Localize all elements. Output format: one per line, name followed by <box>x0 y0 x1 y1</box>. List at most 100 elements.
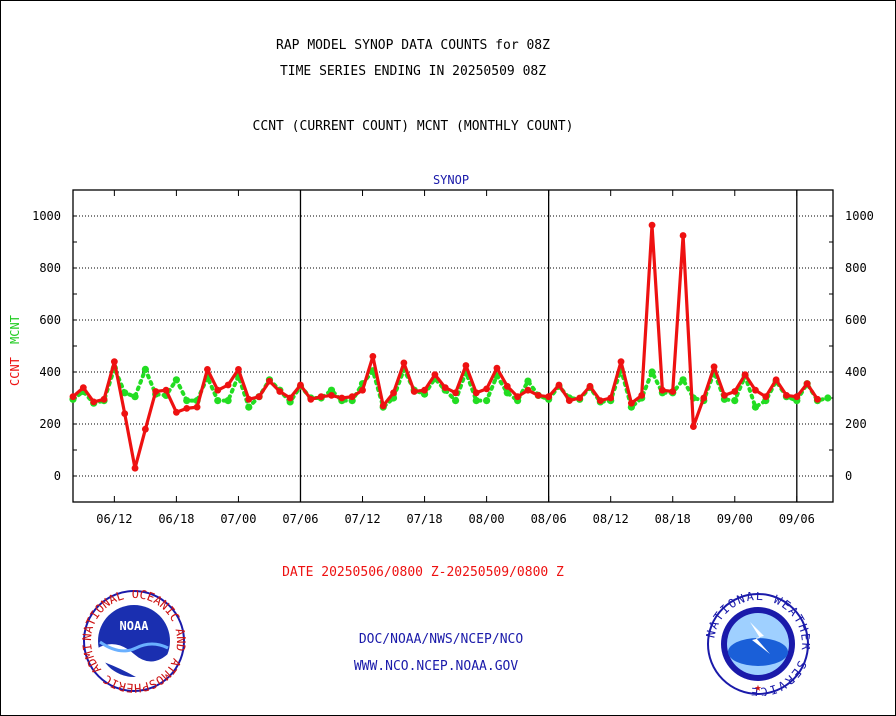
axis-layer: 0 0 200 200 400 400 600 600 800 800 1000 1000 06/12 0… <box>32 189 874 526</box>
point-ccnt <box>710 363 718 371</box>
point-ccnt <box>731 388 739 395</box>
y-tick-label-right: 0 <box>845 469 852 483</box>
point-ccnt <box>545 393 553 401</box>
point-ccnt <box>79 384 87 391</box>
point-ccnt <box>752 386 759 394</box>
point-ccnt <box>617 358 625 365</box>
x-tick-label: 08/06 <box>531 512 567 526</box>
point-ccnt <box>700 394 708 402</box>
point-ccnt <box>803 380 811 388</box>
noaa-logo-text: NOAA <box>120 619 150 633</box>
point-ccnt <box>555 381 563 389</box>
point-ccnt <box>245 395 253 403</box>
point-mcnt <box>824 394 832 402</box>
point-ccnt <box>131 464 139 472</box>
point-ccnt <box>90 398 98 406</box>
point-ccnt <box>721 392 728 399</box>
point-ccnt <box>214 386 222 394</box>
point-ccnt <box>627 399 635 407</box>
x-tick-label: 09/06 <box>779 512 815 526</box>
y-tick-label-left: 0 <box>54 469 61 483</box>
point-ccnt <box>565 397 573 404</box>
x-tick-label: 08/12 <box>593 512 629 526</box>
y-tick-label-right: 800 <box>845 261 867 275</box>
x-tick-label: 08/18 <box>655 512 691 526</box>
point-mcnt <box>131 393 139 401</box>
point-ccnt <box>658 386 666 394</box>
nws-star-icon: ★ <box>754 680 761 694</box>
point-ccnt <box>669 388 677 395</box>
point-ccnt <box>162 386 170 394</box>
plot-title: SYNOP <box>433 173 469 187</box>
chart-plot: SYNOP 0 0 200 200 400 400 600 600 800 800 1000 1000… <box>8 173 874 526</box>
point-mcnt <box>503 389 511 397</box>
point-ccnt <box>69 393 77 401</box>
x-tick-label: 07/06 <box>282 512 318 526</box>
point-ccnt <box>266 377 273 385</box>
point-ccnt <box>493 364 501 372</box>
point-ccnt <box>204 366 211 373</box>
point-ccnt <box>596 397 604 404</box>
point-ccnt <box>648 221 656 229</box>
point-ccnt <box>317 393 325 401</box>
y-tick-label-right: 200 <box>845 417 867 431</box>
y-tick-label-left: 600 <box>39 313 61 327</box>
point-ccnt <box>534 392 542 399</box>
y-axis-label-ccnt: CCNT <box>8 357 22 386</box>
point-ccnt <box>328 392 335 399</box>
point-ccnt <box>762 393 770 401</box>
y-tick-label-right: 400 <box>845 365 867 379</box>
date-range-label: DATE 20250506/0800 Z-20250509/0800 Z <box>282 565 564 580</box>
point-ccnt <box>421 386 428 394</box>
series-line-ccnt <box>71 223 820 470</box>
point-ccnt <box>772 376 780 384</box>
point-ccnt <box>814 395 821 403</box>
point-ccnt <box>638 392 646 399</box>
point-ccnt <box>100 395 108 403</box>
point-ccnt <box>297 381 304 389</box>
point-ccnt <box>224 381 232 389</box>
point-mcnt <box>483 397 491 405</box>
point-ccnt <box>503 382 511 390</box>
point-ccnt <box>193 403 201 411</box>
point-mcnt <box>183 397 191 405</box>
x-tick-label: 07/18 <box>407 512 443 526</box>
y-tick-label-left: 400 <box>39 365 61 379</box>
point-mcnt <box>751 403 760 411</box>
point-mcnt <box>731 397 739 405</box>
point-mcnt <box>224 397 232 405</box>
point-ccnt <box>410 388 418 395</box>
chart-title-line-2: TIME SERIES ENDING IN 20250509 08Z <box>279 64 547 79</box>
point-mcnt <box>679 376 687 384</box>
point-ccnt <box>359 386 366 394</box>
point-ccnt <box>183 405 191 412</box>
point-mcnt <box>648 368 656 376</box>
point-mcnt <box>121 389 129 397</box>
y-axis-label-mcnt: MCNT <box>8 315 22 344</box>
chart-title-line-1: RAP MODEL SYNOP DATA COUNTS for 08Z <box>276 38 550 53</box>
point-ccnt <box>431 371 439 378</box>
y-tick-label-right: 600 <box>845 313 867 327</box>
point-ccnt <box>607 394 615 402</box>
point-ccnt <box>276 388 284 395</box>
x-tick-label: 09/00 <box>717 512 753 526</box>
point-ccnt <box>369 353 377 360</box>
point-ccnt <box>441 384 449 391</box>
point-mcnt <box>245 403 253 411</box>
y-tick-label-right: 1000 <box>845 209 874 223</box>
point-ccnt <box>379 402 387 410</box>
point-ccnt <box>514 393 522 401</box>
point-ccnt <box>348 393 356 401</box>
point-ccnt <box>793 393 801 401</box>
x-tick-label: 08/00 <box>469 512 505 526</box>
plot-frame <box>72 189 834 503</box>
point-ccnt <box>390 389 397 397</box>
point-ccnt <box>173 408 180 416</box>
point-ccnt <box>483 385 491 393</box>
point-mcnt <box>214 397 222 405</box>
point-mcnt <box>141 365 149 373</box>
y-tick-label-left: 800 <box>39 261 61 275</box>
point-ccnt <box>286 394 294 402</box>
point-mcnt <box>524 377 532 385</box>
point-ccnt <box>586 382 594 390</box>
